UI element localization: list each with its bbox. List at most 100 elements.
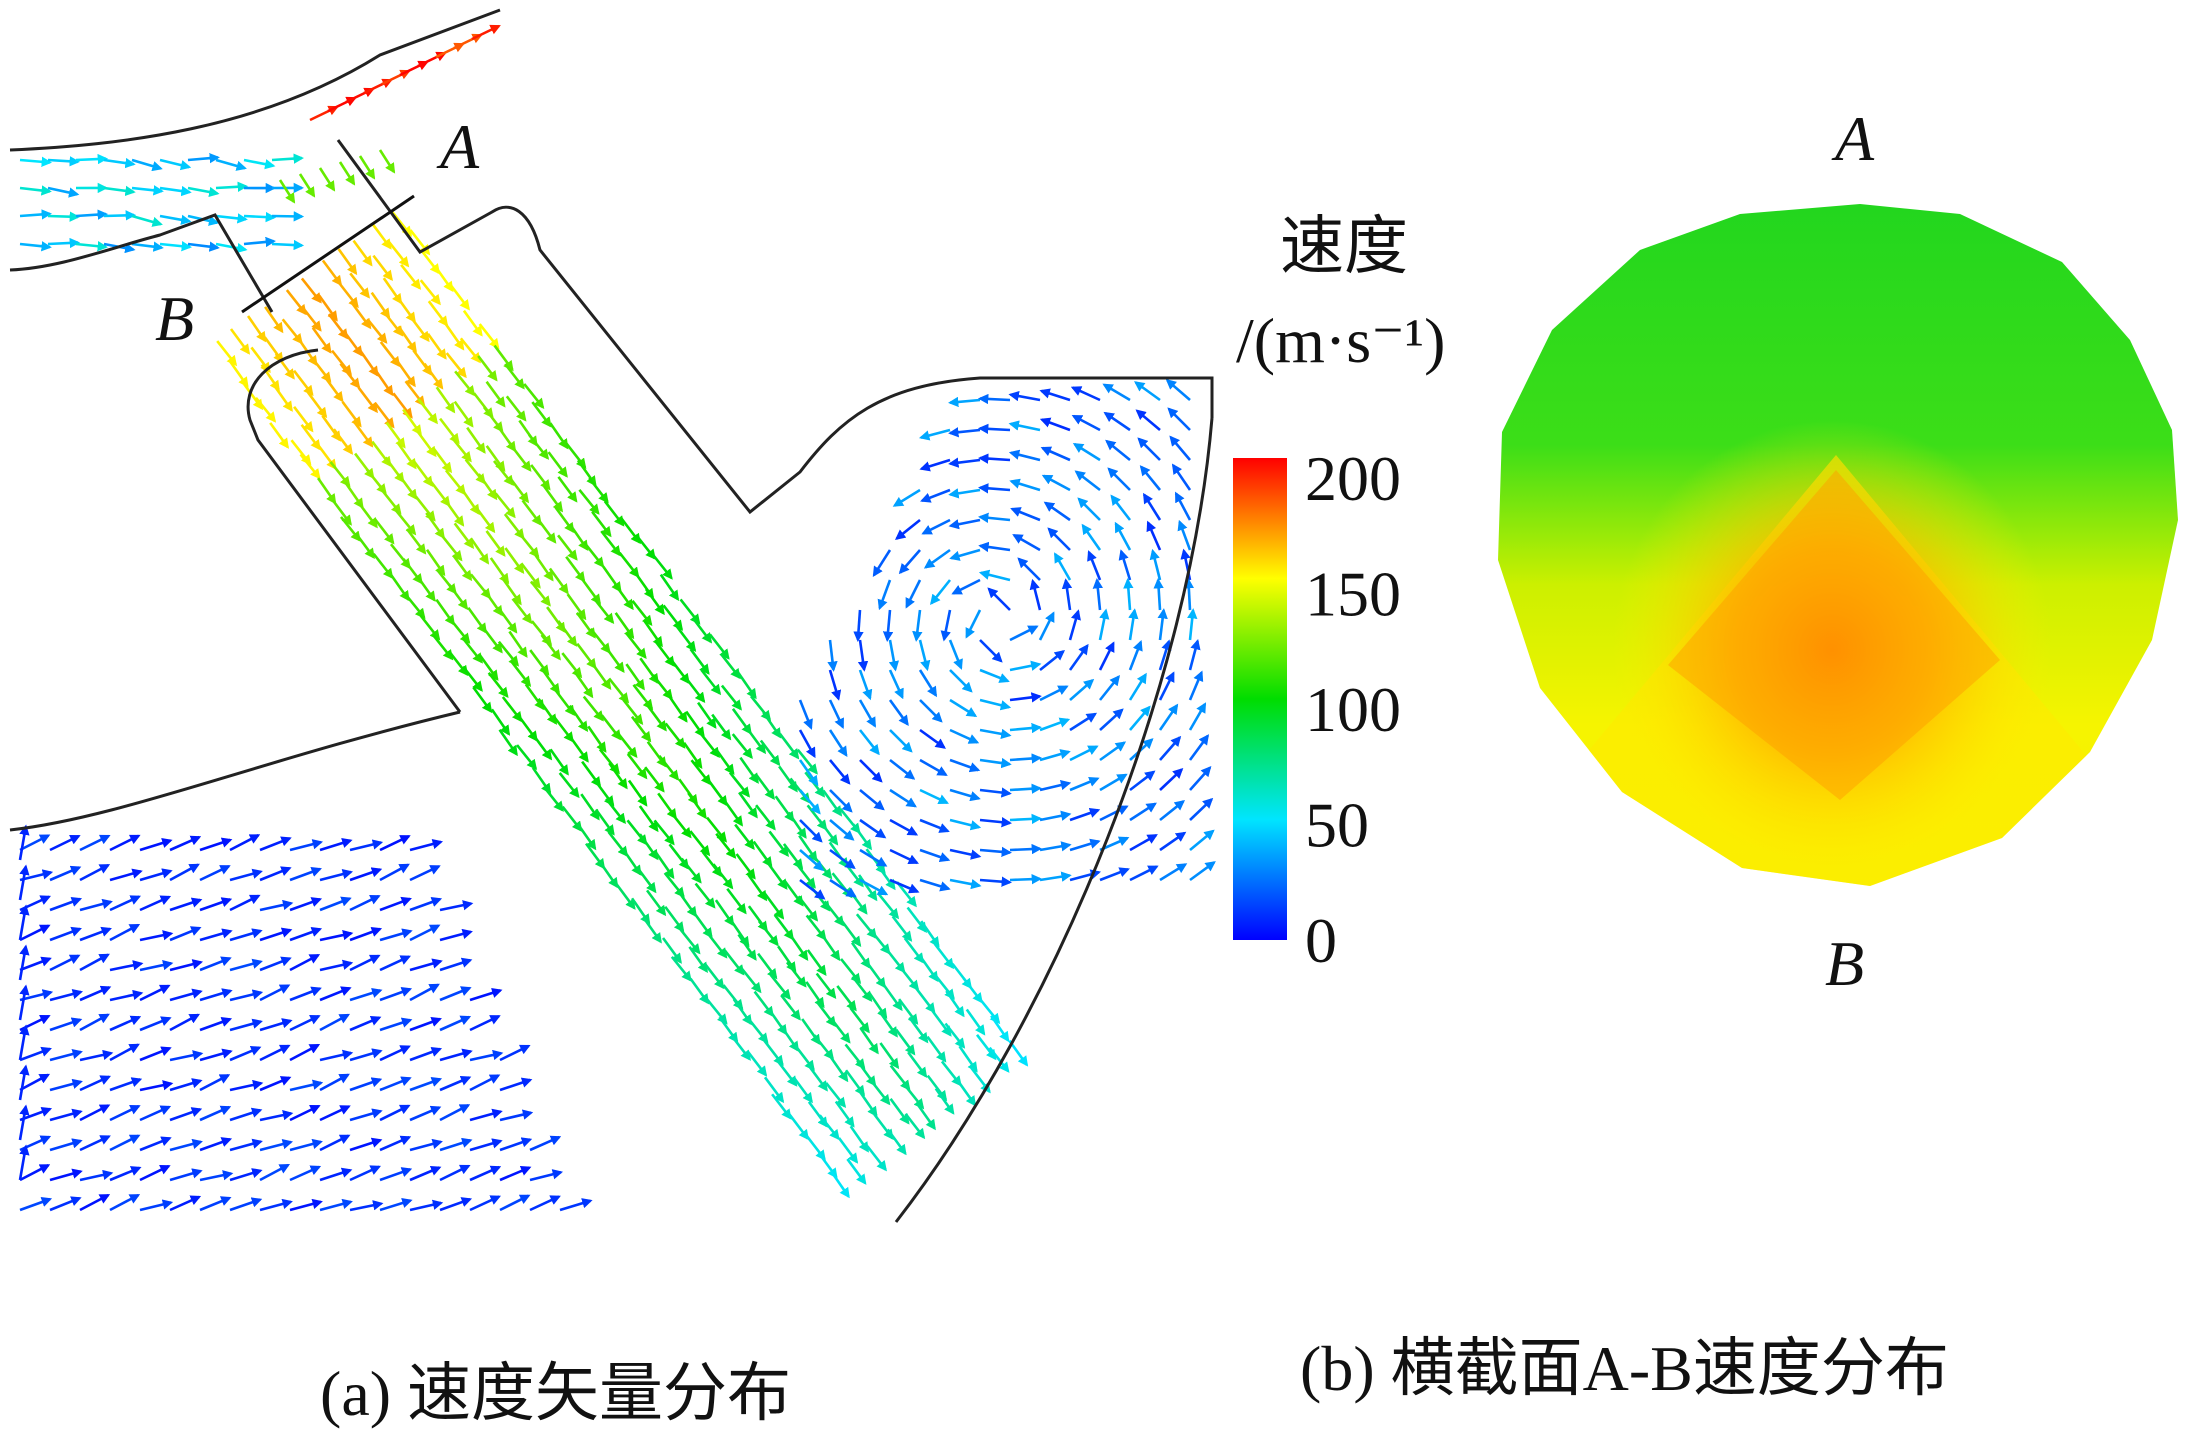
- velocity-vector: [788, 933, 809, 962]
- velocity-vector: [79, 1104, 111, 1122]
- velocity-vector: [79, 1135, 111, 1152]
- velocity-vector: [49, 896, 83, 912]
- geometry-outline-duct-right: [336, 139, 1214, 515]
- velocity-vector: [979, 668, 1010, 683]
- velocity-vector: [829, 1017, 851, 1044]
- velocity-vector: [499, 1077, 533, 1092]
- velocity-vector: [259, 866, 292, 882]
- velocity-vector: [622, 848, 642, 876]
- velocity-vector: [684, 676, 706, 704]
- velocity-vector: [409, 924, 441, 942]
- velocity-vector: [690, 759, 712, 786]
- velocity-vector: [423, 362, 444, 390]
- colorbar-tick-label: 100: [1305, 674, 1401, 745]
- velocity-vector: [956, 1079, 977, 1107]
- velocity-vector: [919, 848, 951, 863]
- velocity-vector: [919, 878, 951, 892]
- velocity-vector: [19, 956, 52, 972]
- velocity-vector: [1123, 578, 1134, 611]
- velocity-vector: [1103, 411, 1131, 432]
- velocity-vector: [354, 532, 375, 559]
- velocity-vector: [1177, 519, 1192, 551]
- velocity-vector: [557, 620, 578, 647]
- velocity-vector: [520, 562, 541, 589]
- velocity-vector: [549, 748, 569, 776]
- velocity-vector: [664, 722, 686, 749]
- velocity-vector: [379, 1076, 412, 1092]
- velocity-vector: [379, 341, 401, 368]
- velocity-vector: [889, 848, 919, 865]
- velocity-vector: [199, 1074, 231, 1092]
- velocity-vector: [19, 834, 51, 852]
- velocity-vector: [353, 421, 374, 448]
- velocity-vector: [940, 609, 952, 642]
- velocity-vector: [852, 823, 873, 851]
- velocity-vector: [728, 771, 751, 798]
- velocity-vector: [844, 1069, 866, 1097]
- velocity-vector: [1189, 797, 1214, 821]
- velocity-vector: [477, 473, 498, 501]
- velocity-vector: [243, 211, 277, 223]
- velocity-vector: [945, 990, 965, 1018]
- velocity-vector: [439, 957, 473, 972]
- velocity-vector: [828, 729, 848, 757]
- velocity-vector: [714, 899, 735, 927]
- velocity-vector: [582, 695, 604, 722]
- velocity-vector: [79, 1193, 111, 1212]
- velocity-vector: [397, 325, 417, 353]
- section-label-a: A: [436, 111, 480, 182]
- velocity-vector: [747, 1017, 769, 1044]
- velocity-vector: [1169, 435, 1191, 461]
- velocity-vector: [829, 878, 857, 898]
- velocity-vector: [773, 914, 795, 941]
- velocity-vector: [891, 915, 913, 942]
- velocity-vector: [229, 1018, 263, 1032]
- velocity-vector: [912, 609, 923, 642]
- velocity-vector: [259, 836, 292, 852]
- velocity-vector: [259, 1044, 291, 1062]
- velocity-vector: [723, 799, 744, 827]
- velocity-vector: [409, 1105, 442, 1122]
- velocity-vector: [332, 428, 354, 455]
- velocity-vector: [740, 967, 762, 994]
- velocity-vector: [662, 604, 684, 631]
- velocity-vector: [799, 789, 821, 815]
- velocity-vector: [289, 1104, 321, 1122]
- velocity-vector: [19, 869, 54, 882]
- velocity-vector: [1189, 829, 1215, 852]
- velocity-vector: [349, 926, 383, 942]
- velocity-vector: [318, 294, 338, 322]
- velocity-vector: [49, 1078, 83, 1092]
- velocity-vector: [858, 699, 877, 728]
- geometry-outline-upper: [9, 8, 501, 152]
- velocity-vector: [109, 1077, 143, 1092]
- velocity-vector: [920, 488, 951, 503]
- velocity-vector: [109, 834, 141, 852]
- velocity-vector: [859, 1027, 879, 1055]
- velocity-vector: [1110, 494, 1132, 521]
- velocity-vector: [829, 819, 855, 841]
- velocity-vector: [1188, 638, 1201, 671]
- velocity-vector: [139, 1105, 172, 1122]
- velocity-vector: [169, 1168, 203, 1182]
- velocity-vector: [919, 458, 951, 472]
- velocity-vector: [19, 1046, 52, 1062]
- velocity-vector: [159, 240, 192, 252]
- velocity-vector: [379, 928, 413, 942]
- velocity-vector: [576, 642, 597, 670]
- velocity-vector: [1129, 865, 1159, 882]
- colorbar-tick-label: 0: [1305, 905, 1337, 976]
- velocity-vector: [289, 953, 321, 972]
- velocity-vector: [199, 1196, 232, 1212]
- velocity-vector: [246, 315, 267, 343]
- velocity-vector: [1099, 741, 1127, 762]
- velocity-vector: [757, 920, 779, 947]
- velocity-vector: [829, 789, 853, 813]
- velocity-vector: [1041, 474, 1071, 492]
- velocity-vector: [1081, 523, 1102, 551]
- velocity-vector: [580, 578, 602, 605]
- velocity-vector: [949, 818, 982, 831]
- velocity-vector: [300, 277, 322, 304]
- velocity-vector: [804, 771, 826, 798]
- velocity-vector: [603, 500, 625, 527]
